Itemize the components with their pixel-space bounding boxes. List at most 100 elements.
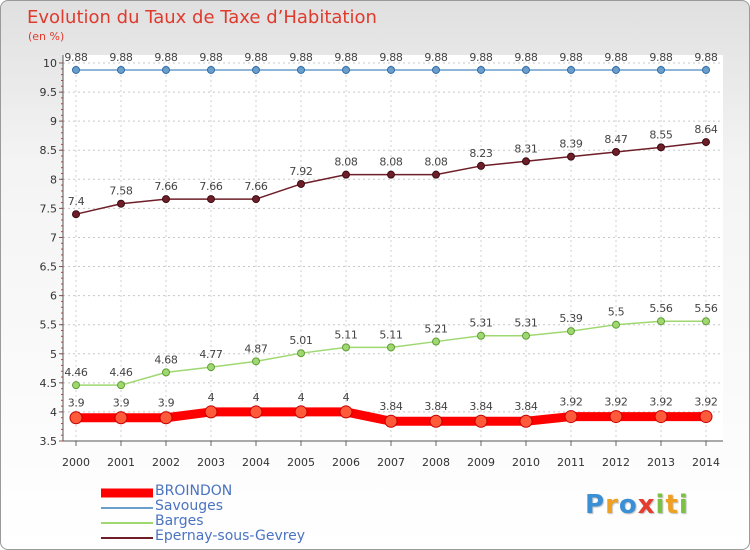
data-point xyxy=(567,65,575,74)
data-point xyxy=(162,195,170,204)
data-point xyxy=(387,170,395,179)
data-label: 3.92 xyxy=(559,396,582,409)
data-label: 5.56 xyxy=(649,302,673,315)
data-label: 4 xyxy=(208,391,215,404)
data-label: 5.39 xyxy=(559,312,583,325)
data-label: 9.88 xyxy=(334,51,358,64)
data-point xyxy=(567,152,575,161)
data-point xyxy=(297,349,305,358)
x-tick-label: 2005 xyxy=(287,456,315,469)
data-point xyxy=(117,199,125,208)
x-tick-label: 2004 xyxy=(242,456,270,469)
data-point xyxy=(72,381,80,390)
logo-letter: r xyxy=(605,490,619,520)
data-point xyxy=(432,170,440,179)
data-point xyxy=(252,195,260,204)
data-point xyxy=(114,411,128,425)
data-label: 8.64 xyxy=(694,123,718,136)
x-tick-label: 2000 xyxy=(62,456,90,469)
logo-letter: x xyxy=(637,490,656,520)
x-tick-label: 2007 xyxy=(377,456,405,469)
data-label: 8.08 xyxy=(424,156,448,169)
data-point xyxy=(609,410,623,424)
plot-area xyxy=(63,55,723,441)
data-point xyxy=(249,405,263,419)
data-label: 3.9 xyxy=(68,397,85,410)
data-point xyxy=(69,411,83,425)
data-label: 3.92 xyxy=(604,396,627,409)
data-label: 8.23 xyxy=(469,147,493,160)
data-label: 9.88 xyxy=(289,51,313,64)
data-label: 9.88 xyxy=(604,51,628,64)
data-label: 4 xyxy=(298,391,305,404)
legend-label: Epernay-sous-Gevrey xyxy=(155,528,306,544)
data-label: 7.66 xyxy=(199,180,223,193)
y-tick-label: 9.5 xyxy=(40,86,58,99)
data-label: 5.01 xyxy=(289,334,312,347)
data-label: 5.21 xyxy=(424,323,447,336)
data-point xyxy=(204,405,218,419)
data-point xyxy=(387,343,395,352)
data-label: 4.87 xyxy=(244,342,268,355)
data-point xyxy=(657,317,665,326)
data-label: 8.55 xyxy=(649,128,673,141)
x-tick-label: 2001 xyxy=(107,456,135,469)
data-point xyxy=(612,147,620,156)
data-point xyxy=(702,65,710,74)
x-tick-label: 2008 xyxy=(422,456,450,469)
data-label: 5.56 xyxy=(694,302,718,315)
data-label: 3.92 xyxy=(694,396,717,409)
x-tick-label: 2013 xyxy=(647,456,675,469)
logo-letter: P xyxy=(585,490,606,520)
data-label: 8.47 xyxy=(604,133,628,146)
data-point xyxy=(117,381,125,390)
data-point xyxy=(564,410,578,424)
data-point xyxy=(207,65,215,74)
data-point xyxy=(117,65,125,74)
y-tick-label: 9 xyxy=(50,115,57,128)
data-point xyxy=(522,65,530,74)
y-tick-label: 7 xyxy=(50,231,57,244)
legend-label: BROINDON xyxy=(155,483,233,499)
data-point xyxy=(699,410,713,424)
data-label: 9.88 xyxy=(469,51,493,64)
data-label: 3.9 xyxy=(158,397,175,410)
data-label: 7.58 xyxy=(109,185,133,198)
data-label: 5.31 xyxy=(469,317,492,330)
legend-label: Barges xyxy=(155,513,204,529)
data-label: 3.92 xyxy=(649,396,672,409)
data-point xyxy=(612,65,620,74)
data-label: 3.84 xyxy=(514,400,538,413)
data-point xyxy=(72,65,80,74)
logo-letter: t xyxy=(665,490,679,520)
data-point xyxy=(657,65,665,74)
data-label: 4.68 xyxy=(154,353,178,366)
data-point xyxy=(522,157,530,166)
data-point xyxy=(567,327,575,336)
data-point xyxy=(522,331,530,340)
data-point xyxy=(162,65,170,74)
data-label: 3.84 xyxy=(424,400,448,413)
data-point xyxy=(72,210,80,219)
data-label: 4.77 xyxy=(199,348,223,361)
x-tick-label: 2002 xyxy=(152,456,180,469)
proxiti-logo: Proxiti xyxy=(585,490,689,520)
y-tick-label: 6.5 xyxy=(40,261,58,274)
x-tick-label: 2010 xyxy=(512,456,540,469)
data-label: 7.66 xyxy=(154,180,178,193)
data-point xyxy=(207,195,215,204)
y-tick-label: 8 xyxy=(50,173,57,186)
data-point xyxy=(477,331,485,340)
y-tick-label: 6 xyxy=(50,290,57,303)
y-tick-label: 3.5 xyxy=(40,435,58,448)
data-label: 5.11 xyxy=(379,328,402,341)
y-tick-label: 5.5 xyxy=(40,319,58,332)
x-tick-label: 2003 xyxy=(197,456,225,469)
y-tick-label: 8.5 xyxy=(40,144,58,157)
data-label: 9.88 xyxy=(244,51,268,64)
data-point xyxy=(342,170,350,179)
data-point xyxy=(339,405,353,419)
data-label: 3.84 xyxy=(379,400,403,413)
data-label: 8.31 xyxy=(514,142,537,155)
